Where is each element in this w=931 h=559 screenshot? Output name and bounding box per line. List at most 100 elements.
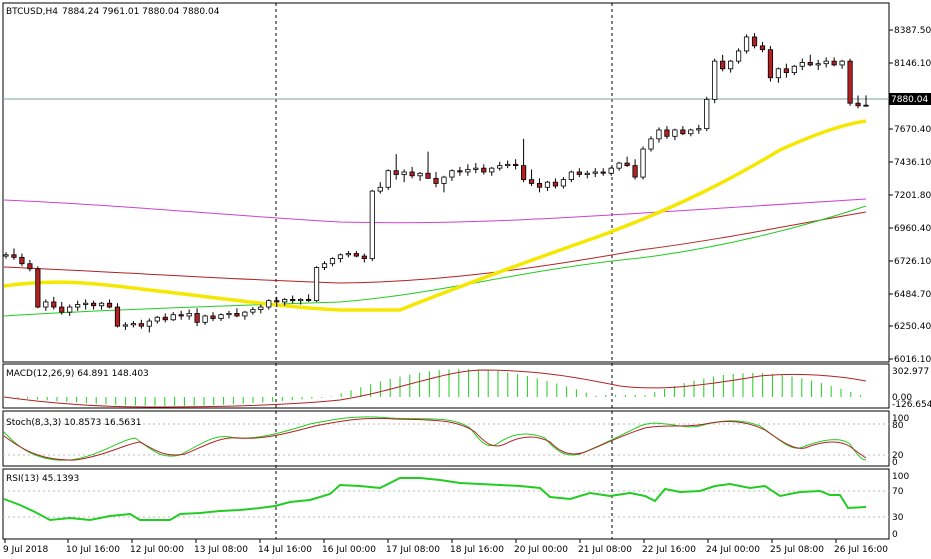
- candle: [170, 312, 176, 322]
- candle-body: [536, 183, 543, 188]
- candle-body: [258, 306, 264, 310]
- candle-body: [648, 138, 654, 150]
- candle-body: [696, 128, 702, 131]
- stoch-tick-100: 100: [892, 414, 909, 424]
- candle-body: [592, 171, 598, 174]
- candle-body: [513, 163, 519, 167]
- candle-body: [409, 171, 415, 177]
- current-price-label: 7880.04: [891, 95, 928, 105]
- candle-body: [783, 68, 789, 74]
- candle: [664, 126, 670, 139]
- candle: [3, 252, 9, 259]
- candle-body: [688, 129, 694, 135]
- candle-body: [433, 177, 439, 184]
- time-tick-label: 24 Jul 00:00: [706, 545, 760, 555]
- candle: [775, 67, 782, 83]
- candle: [313, 266, 320, 302]
- candle: [441, 175, 447, 193]
- candle-body: [401, 171, 407, 175]
- candle-body: [417, 172, 423, 177]
- candle: [114, 303, 121, 328]
- day-separators: [275, 3, 613, 539]
- candle-body: [146, 320, 152, 327]
- candle: [704, 96, 710, 132]
- candle-body: [847, 60, 853, 104]
- candle-body: [863, 104, 869, 107]
- candle-body: [67, 306, 73, 313]
- candle: [130, 321, 137, 328]
- rsi-tick-70: 70: [892, 487, 904, 497]
- candle-body: [170, 314, 176, 321]
- candle-body: [528, 179, 535, 184]
- moving-averages: [3, 119, 867, 317]
- candle: [584, 170, 590, 179]
- candle: [321, 261, 328, 271]
- candle: [67, 304, 73, 316]
- macd-panel[interactable]: [2, 363, 890, 409]
- candle: [576, 168, 582, 178]
- candle: [226, 310, 232, 319]
- candle-body: [162, 316, 168, 321]
- candle: [465, 164, 471, 176]
- candle: [807, 54, 813, 67]
- candle-body: [568, 171, 574, 181]
- price-tick-label: 8387.50: [894, 26, 931, 36]
- candle: [83, 299, 89, 310]
- stoch-label: Stoch(8,3,3) 10.8573 16.5631: [6, 418, 141, 428]
- time-tick-label: 26 Jul 16:00: [834, 545, 888, 555]
- time-tick-label: 17 Jul 08:00: [386, 545, 440, 555]
- candle-body: [226, 313, 232, 316]
- candle-body: [807, 62, 813, 66]
- candle: [449, 169, 455, 181]
- time-tick-label: 16 Jul 00:00: [322, 545, 376, 555]
- candle-body: [194, 313, 200, 323]
- candle: [258, 304, 264, 314]
- rsi-tick-30: 30: [892, 513, 904, 523]
- candle: [799, 58, 805, 71]
- candle: [305, 294, 312, 302]
- candle-body: [425, 172, 431, 179]
- candle: [473, 163, 479, 174]
- candle: [489, 166, 495, 176]
- candle: [43, 299, 49, 311]
- candle: [385, 169, 391, 190]
- candle: [720, 54, 726, 72]
- candle: [59, 301, 65, 315]
- candle-body: [576, 171, 582, 175]
- candle: [847, 58, 853, 106]
- candle: [417, 171, 423, 181]
- candle-body: [210, 315, 216, 319]
- candle-body: [385, 170, 391, 188]
- candle-body: [735, 50, 742, 62]
- macd-tick-top: 302.977: [892, 367, 929, 377]
- candle-body: [83, 302, 89, 305]
- candle: [536, 178, 543, 193]
- candle: [767, 45, 774, 82]
- candle: [250, 307, 256, 315]
- price-tick-label: 6016.10: [894, 355, 931, 365]
- candle-body: [497, 165, 503, 169]
- candle-body: [751, 36, 758, 47]
- candle: [186, 309, 192, 320]
- candle-body: [457, 170, 463, 173]
- time-tick-label: 20 Jul 00:00: [514, 545, 568, 555]
- candle: [680, 126, 686, 136]
- candle-body: [552, 181, 559, 187]
- candle-body: [321, 263, 328, 268]
- rsi-panel[interactable]: [2, 468, 890, 540]
- candle-body: [250, 309, 256, 313]
- candle-body: [361, 255, 367, 260]
- time-tick-label: 18 Jul 16:00: [450, 545, 504, 555]
- candle-body: [234, 313, 240, 317]
- macd-histogram: [17, 369, 862, 406]
- candle: [218, 313, 224, 322]
- time-tick-label: 14 Jul 16:00: [258, 545, 312, 555]
- candle-body: [712, 60, 718, 100]
- stoch-tick-0: 0: [892, 458, 898, 468]
- candle: [361, 253, 367, 263]
- candle: [735, 48, 742, 64]
- rsi-line: [3, 477, 867, 522]
- time-tick-label: 25 Jul 08:00: [770, 545, 824, 555]
- candle: [433, 171, 439, 188]
